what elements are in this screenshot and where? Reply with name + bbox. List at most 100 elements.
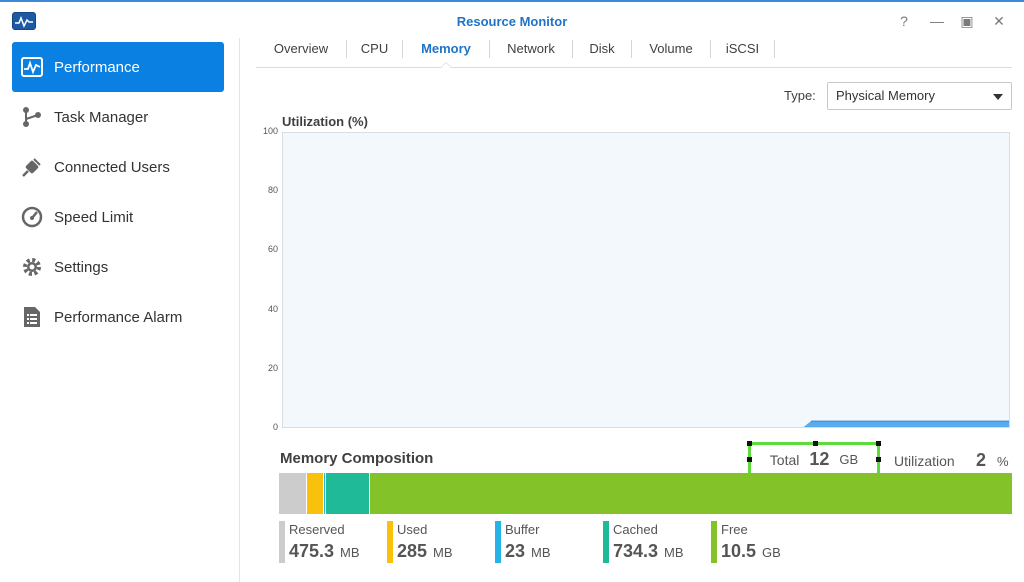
memory-composition-title: Memory Composition [280,450,434,467]
selection-handle[interactable] [876,457,881,462]
y-tick-label: 80 [267,185,278,196]
memory-type-dropdown[interactable]: Physical Memory [827,82,1012,110]
legend-number: 475.3 [289,541,335,561]
legend-label: Buffer [505,522,540,537]
alarm-list-icon [20,305,44,329]
legend-value: 23 MB [505,541,551,562]
total-memory-box[interactable]: Total 12 GB [747,441,881,478]
plug-icon [20,155,44,179]
help-icon[interactable]: ? [900,13,908,29]
y-tick-label: 0 [272,422,278,432]
legend-swatch [711,521,717,563]
legend-number: 734.3 [613,541,659,561]
tab-divider [710,40,711,58]
legend-value: 734.3 MB [613,541,684,562]
y-tick-label: 60 [267,244,278,255]
memory-segment-free [369,473,1012,514]
sidebar-item-performance[interactable]: Performance [12,42,224,92]
tab-divider [631,40,632,58]
gear-icon [20,255,44,279]
utilization-unit: % [997,454,1009,469]
memory-segment-used [307,473,325,514]
performance-icon [20,55,44,79]
sidebar-item-performance-alarm[interactable]: Performance Alarm [12,292,224,342]
tab-volume[interactable]: Volume [649,41,693,56]
memory-segment-cached [325,473,370,514]
legend-unit: GB [762,545,781,560]
chevron-down-icon [993,94,1003,100]
legend-label: Reserved [289,522,345,537]
utilization-value: 2 [976,450,987,470]
memory-segment-reserved [279,473,308,514]
memory-segment-buffer [324,473,326,514]
sidebar-item-label: Settings [54,258,109,276]
tab-divider [346,40,347,58]
y-tick-label: 20 [267,362,278,373]
utilization-chart [282,132,1010,428]
sidebar: Performance Task Manager Connected Users… [0,38,240,582]
sidebar-item-connected-users[interactable]: Connected Users [12,142,224,192]
tab-memory[interactable]: Memory [421,41,471,56]
total-value: 12 [809,449,830,469]
tab-divider [572,40,573,58]
selection-handle[interactable] [747,457,752,462]
selection-handle[interactable] [876,441,881,446]
legend-unit: MB [664,545,684,560]
sidebar-item-task-manager[interactable]: Task Manager [12,92,224,142]
total-label: Total [769,451,800,468]
sidebar-item-label: Speed Limit [54,208,134,226]
utilization-area [283,421,1009,427]
task-manager-icon [20,105,44,129]
tab-iscsi[interactable]: iSCSI [725,41,760,56]
tab-divider [402,40,403,58]
legend-unit: MB [433,545,453,560]
legend-number: 10.5 [721,541,757,561]
utilization-chart-svg [283,420,1009,427]
y-tick-label: 40 [267,303,278,314]
sidebar-item-label: Performance Alarm [54,308,183,326]
tab-overview[interactable]: Overview [273,41,329,56]
sidebar-item-settings[interactable]: Settings [12,242,224,292]
minimize-icon[interactable]: — [930,13,944,29]
tab-cpu[interactable]: CPU [360,41,389,56]
legend-swatch [495,521,501,563]
legend-swatch [387,521,393,563]
legend-number: 23 [505,541,526,561]
maximize-icon[interactable]: ▣ [960,13,974,29]
window-title: Resource Monitor [456,14,568,29]
sidebar-item-label: Connected Users [54,158,170,176]
legend-value: 475.3 MB [289,541,360,562]
memory-type-value: Physical Memory [836,88,935,103]
sidebar-item-label: Performance [54,58,140,76]
legend-label: Used [397,522,428,537]
tab-network[interactable]: Network [507,41,555,56]
selection-handle[interactable] [813,441,818,446]
sidebar-item-label: Task Manager [54,108,149,126]
legend-unit: MB [340,545,360,560]
selection-handle[interactable] [747,441,752,446]
active-tab-indicator-inner [441,63,451,68]
close-icon[interactable]: ✕ [993,13,1005,29]
tab-disk[interactable]: Disk [589,41,615,56]
legend-value: 10.5 GB [721,541,781,562]
utilization-label: Utilization [894,453,955,469]
title-bar: Resource Monitor ? — ▣ ✕ [0,4,1024,38]
sidebar-item-speed-limit[interactable]: Speed Limit [12,192,224,242]
y-tick-label: 100 [262,126,278,136]
memory-composition-bar [279,473,1012,514]
legend-swatch [279,521,285,563]
legend-label: Free [721,522,748,537]
total-unit: GB [839,452,859,467]
speedometer-icon [20,205,44,229]
chart-title: Utilization (%) [282,114,368,129]
legend-swatch [603,521,609,563]
tab-divider [774,40,775,58]
type-label: Type: [784,88,816,103]
legend-number: 285 [397,541,428,561]
legend-value: 285 MB [397,541,453,562]
legend-unit: MB [531,545,551,560]
resource-monitor-app-icon [12,12,36,30]
tab-bar: Overview CPU Memory Network Disk Volume … [256,38,1012,68]
legend-label: Cached [613,522,658,537]
